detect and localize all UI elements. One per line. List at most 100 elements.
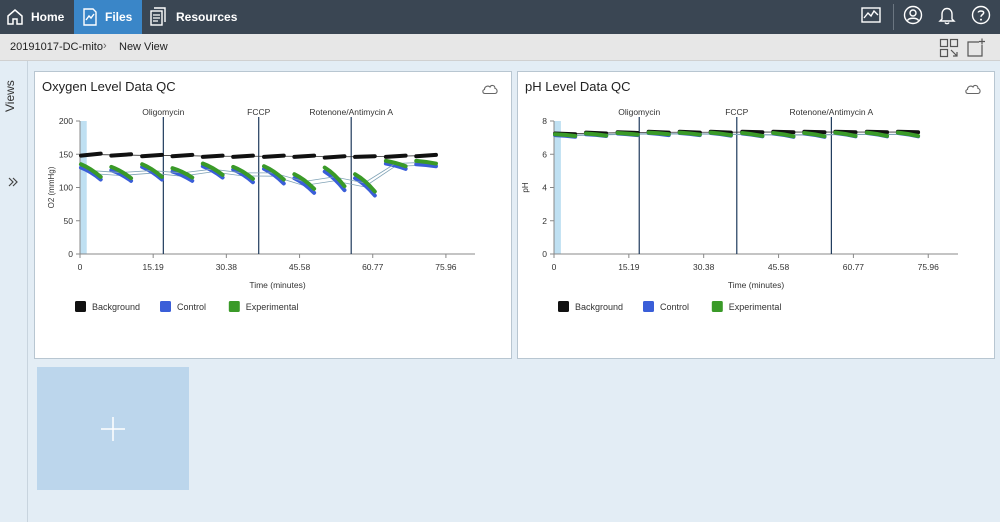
oxygen-control-measurement bbox=[262, 166, 286, 186]
nav-divider bbox=[893, 4, 894, 30]
ph-injection-label: Oligomycin bbox=[618, 107, 660, 117]
top-nav: Home Files Resources bbox=[0, 0, 1000, 34]
ph-experimental-measurement bbox=[833, 130, 858, 138]
oxygen-injection-label: Oligomycin bbox=[142, 107, 184, 117]
oxygen-x-tick-label: 45.58 bbox=[289, 262, 311, 272]
oxygen-legend-label: Background bbox=[92, 302, 140, 312]
ph-x-axis-label: Time (minutes) bbox=[728, 280, 785, 290]
oxygen-x-axis-label: Time (minutes) bbox=[249, 280, 306, 290]
ph-legend-swatch bbox=[643, 301, 654, 312]
oxygen-experimental-measurement bbox=[262, 164, 286, 182]
oxygen-y-tick-label: 100 bbox=[59, 183, 73, 193]
oxygen-experimental-measurement bbox=[140, 162, 164, 179]
oxygen-injection-label: FCCP bbox=[247, 107, 270, 117]
ph-panel-cloud-button[interactable] bbox=[964, 82, 982, 100]
oxygen-experimental-measurement bbox=[353, 172, 377, 194]
layout-grid-icon bbox=[939, 38, 959, 58]
oxygen-legend-label: Experimental bbox=[246, 302, 299, 312]
ph-y-axis-label: pH bbox=[521, 182, 530, 192]
ph-experimental-measurement bbox=[677, 130, 702, 137]
oxygen-control-measurement bbox=[140, 164, 164, 182]
oxygen-chart: 0 50 100 150 200 0 15.19 30.38 45.58 60.77 75.96 Ti… bbox=[47, 107, 475, 312]
ph-y-tick-label: 6 bbox=[542, 149, 547, 159]
oxygen-experimental-measurement bbox=[414, 158, 438, 166]
add-chart-tile[interactable] bbox=[37, 367, 189, 490]
oxygen-control-measurement bbox=[322, 169, 347, 193]
files-chart-icon bbox=[81, 7, 99, 27]
ph-chart-panel: pH Level Data QC 0 2 4 6 8 0 15.19 30.38 45.58 60… bbox=[517, 71, 995, 359]
expand-views-button[interactable] bbox=[7, 175, 19, 193]
home-icon bbox=[6, 8, 24, 26]
ph-legend-label: Control bbox=[660, 302, 689, 312]
oxygen-background-measurement bbox=[383, 153, 408, 159]
oxygen-background-measurement bbox=[109, 152, 134, 158]
oxygen-control-measurement bbox=[383, 161, 408, 171]
add-widget-icon bbox=[967, 38, 985, 57]
oxygen-y-tick-label: 150 bbox=[59, 149, 73, 159]
ph-x-tick-label: 0 bbox=[552, 262, 557, 272]
ph-experimental-measurement bbox=[646, 130, 671, 137]
oxygen-background-measurement bbox=[170, 152, 195, 159]
oxygen-chart-panel: Oxygen Level Data QC 0 50 100 150 200 0 15.19 3… bbox=[34, 71, 512, 359]
oxygen-background-measurement bbox=[292, 153, 317, 159]
analysis-chart-icon bbox=[861, 6, 881, 29]
double-chevron-right-icon bbox=[8, 177, 18, 187]
nav-files[interactable]: Files bbox=[74, 0, 142, 34]
oxygen-legend-label: Control bbox=[177, 302, 206, 312]
oxygen-x-tick-label: 30.38 bbox=[216, 262, 238, 272]
oxygen-legend-swatch bbox=[160, 301, 171, 312]
oxygen-background-measurement bbox=[78, 151, 103, 158]
ph-x-tick-label: 30.38 bbox=[693, 262, 715, 272]
help-icon bbox=[971, 5, 991, 30]
oxygen-legend-swatch bbox=[228, 301, 240, 312]
nav-home[interactable]: Home bbox=[0, 0, 72, 34]
ph-legend-swatch bbox=[711, 301, 723, 312]
breadcrumb: 20191017-DC-mito › New View bbox=[0, 34, 1000, 61]
user-account-button[interactable] bbox=[898, 0, 928, 34]
oxygen-x-tick-label: 0 bbox=[78, 262, 83, 272]
oxygen-background-measurement bbox=[262, 153, 286, 159]
ph-injection-label: Rotenone/Antimycin A bbox=[790, 107, 874, 117]
oxygen-control-measurement bbox=[78, 165, 103, 182]
oxygen-background-measurement bbox=[414, 152, 438, 159]
oxygen-series-background bbox=[78, 151, 438, 160]
cloud-icon bbox=[482, 84, 498, 95]
ph-x-tick-label: 15.19 bbox=[618, 262, 640, 272]
ph-legend-swatch bbox=[558, 301, 569, 312]
breadcrumb-file[interactable]: 20191017-DC-mito bbox=[10, 41, 103, 53]
add-widget-button[interactable] bbox=[966, 38, 986, 63]
oxygen-legend-swatch bbox=[75, 301, 86, 312]
oxygen-series-experimental bbox=[78, 158, 438, 194]
cloud-icon bbox=[965, 84, 981, 95]
ph-x-tick-label: 60.77 bbox=[843, 262, 865, 272]
ph-y-tick-label: 4 bbox=[542, 183, 547, 193]
resources-document-icon bbox=[148, 7, 168, 27]
oxygen-experimental-trend-line bbox=[90, 161, 426, 184]
ph-experimental-measurement bbox=[584, 131, 609, 138]
ph-experimental-measurement bbox=[895, 130, 921, 138]
layout-grid-button[interactable] bbox=[939, 38, 959, 63]
help-button[interactable] bbox=[966, 0, 996, 34]
oxygen-control-measurement bbox=[414, 162, 438, 169]
nav-resources-label: Resources bbox=[176, 10, 238, 24]
ph-experimental-measurement bbox=[708, 130, 733, 138]
oxygen-y-tick-label: 0 bbox=[68, 249, 73, 259]
oxygen-experimental-measurement bbox=[78, 162, 103, 179]
oxygen-experimental-measurement bbox=[383, 158, 408, 169]
oxygen-chart-title: Oxygen Level Data QC bbox=[42, 79, 176, 94]
bell-icon bbox=[937, 5, 957, 30]
ph-x-tick-label: 45.58 bbox=[768, 262, 790, 272]
oxygen-experimental-measurement bbox=[292, 172, 317, 191]
ph-y-tick-label: 0 bbox=[542, 249, 547, 259]
oxygen-y-tick-label: 50 bbox=[64, 216, 74, 226]
analysis-chart-button[interactable] bbox=[856, 0, 886, 34]
oxygen-panel-cloud-button[interactable] bbox=[481, 82, 499, 100]
ph-y-tick-label: 2 bbox=[542, 216, 547, 226]
nav-resources[interactable]: Resources bbox=[144, 0, 238, 34]
breadcrumb-view[interactable]: New View bbox=[119, 41, 168, 53]
notifications-button[interactable] bbox=[932, 0, 962, 34]
breadcrumb-separator-icon: › bbox=[103, 40, 107, 52]
oxygen-control-measurement bbox=[231, 167, 255, 185]
oxygen-control-measurement bbox=[109, 168, 134, 183]
ph-experimental-measurement bbox=[802, 130, 827, 139]
